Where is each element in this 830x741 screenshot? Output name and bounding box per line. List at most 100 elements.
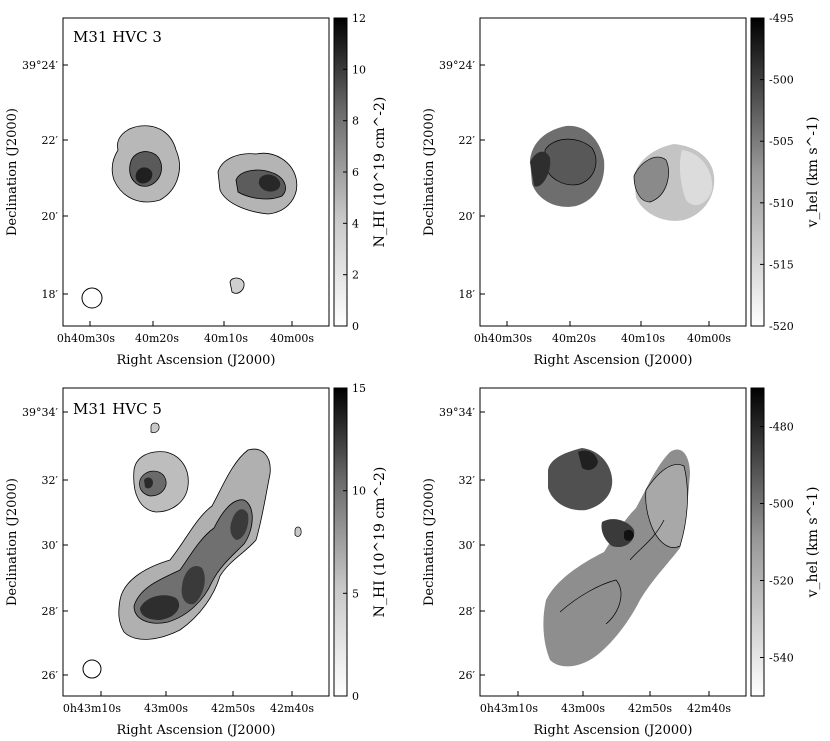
vel-knot-peak (624, 529, 634, 541)
colorbar-tick-labels: -495 -500 -505 -510 -515 -520 (769, 12, 794, 333)
cbar-tick-label: 0 (352, 690, 359, 703)
ticks-hvc5-vel (480, 411, 710, 696)
clump-tiny-right (294, 526, 302, 537)
panel-title: M31 HVC 3 (73, 28, 162, 46)
x-tick-label: 40m20s (135, 332, 179, 345)
frame-hvc5-vel (479, 387, 747, 697)
filament-core-south (140, 595, 180, 620)
x-tick-label: 0h43m10s (63, 702, 122, 715)
panel-title: M31 HVC 5 (73, 400, 162, 418)
x-tick-label: 43m00s (144, 702, 188, 715)
y-tick-label: 32′ (42, 474, 59, 487)
nhi-map-hvc5 (82, 422, 302, 679)
cbar-tick-label: -495 (769, 12, 794, 25)
vel-map-hvc3 (530, 125, 715, 221)
ticks-hvc5-nhi (63, 411, 293, 696)
vel-map-hvc5 (543, 448, 690, 667)
x-tick-labels: 0h43m10s 43m00s 42m50s 42m40s (63, 702, 314, 715)
x-tick-label: 42m40s (687, 702, 731, 715)
vel-contour-south (559, 579, 622, 625)
x-axis-title: Right Ascension (J2000) (533, 723, 692, 738)
x-tick-label: 40m20s (552, 332, 596, 345)
x-tick-labels: 0h43m10s 43m00s 42m50s 42m40s (480, 702, 731, 715)
cbar-tick-label: 15 (352, 382, 366, 395)
y-tick-labels: 39°34′ 32′ 30′ 28′ 26′ (22, 406, 58, 682)
vel-clump-west-right (679, 150, 713, 205)
colorbar-label: N_HI (10^19 cm^-2) (372, 467, 388, 618)
x-tick-label: 43m00s (561, 702, 605, 715)
cbar-tick-label: 10 (352, 63, 366, 76)
vel-contour-mid (629, 519, 665, 561)
colorbar-hvc3-vel (750, 17, 765, 327)
vel-clump-east-inner (544, 138, 597, 186)
frame-hvc3-nhi (62, 17, 330, 327)
y-tick-label: 20′ (42, 210, 59, 223)
clump-small-hvc3 (229, 277, 245, 294)
colorbar-label: v_hel (km s^-1) (805, 117, 821, 229)
x-tick-label: 40m00s (270, 332, 314, 345)
y-axis-title: Declination (J2000) (422, 478, 437, 606)
nhi-map-hvc3 (81, 125, 298, 309)
y-axis-title: Declination (J2000) (422, 108, 437, 236)
x-tick-label: 40m00s (687, 332, 731, 345)
y-axis-title: Declination (J2000) (5, 108, 20, 236)
y-axis-title: Declination (J2000) (5, 478, 20, 606)
panel-hvc5-nhi: M31 HVC 5 0h43m10s 43m00s 42m50s 42m40s … (5, 382, 388, 738)
x-tick-label: 0h40m30s (57, 332, 116, 345)
colorbar-tick-labels: -480 -500 -520 -540 (769, 421, 794, 665)
y-tick-label: 18′ (42, 288, 59, 301)
cbar-tick-label: 5 (352, 587, 359, 600)
x-tick-label: 0h43m10s (480, 702, 539, 715)
y-tick-label: 18′ (459, 288, 476, 301)
cbar-tick-label: 0 (352, 320, 359, 333)
filament-inner (133, 499, 253, 624)
cbar-tick-label: -510 (769, 197, 794, 210)
filament-core-mid (181, 566, 205, 605)
y-tick-label: 22′ (459, 134, 476, 147)
cbar-tick-label: 6 (352, 166, 359, 179)
x-tick-label: 42m40s (270, 702, 314, 715)
cbar-tick-label: -505 (769, 135, 794, 148)
y-tick-label: 39°24′ (22, 59, 58, 72)
y-tick-labels: 39°24′ 22′ 20′ 18′ (439, 59, 475, 301)
x-tick-label: 40m10s (204, 332, 248, 345)
y-tick-label: 30′ (42, 539, 59, 552)
cbar-tick-label: -515 (769, 258, 794, 271)
x-tick-labels: 0h40m30s 40m20s 40m10s 40m00s (57, 332, 314, 345)
y-tick-labels: 39°34′ 32′ 30′ 28′ 26′ (439, 406, 475, 682)
colorbar-tick-labels: 0 2 4 6 8 10 12 (352, 12, 366, 333)
panel-hvc3-nhi: M31 HVC 3 0h40m30s 40m20s 40m10s 40m00s … (5, 12, 388, 368)
x-axis-title: Right Ascension (J2000) (533, 353, 692, 368)
ticks-hvc3-nhi (63, 64, 293, 326)
y-tick-label: 32′ (459, 474, 476, 487)
ticks-hvc3-vel (480, 64, 710, 326)
clump-tiny-top (150, 422, 160, 433)
filament-core-north (230, 509, 249, 540)
y-tick-label: 26′ (459, 669, 476, 682)
x-tick-labels: 0h40m30s 40m20s 40m10s 40m00s (474, 332, 731, 345)
clump-west-core (258, 174, 281, 192)
clump-east-core (135, 167, 153, 184)
cbar-tick-label: -520 (769, 320, 794, 333)
vel-filament-east (645, 464, 688, 548)
y-tick-label: 39°24′ (439, 59, 475, 72)
x-tick-label: 0h40m30s (474, 332, 533, 345)
cbar-tick-label: 2 (352, 269, 359, 282)
y-tick-label: 28′ (42, 605, 59, 618)
x-tick-label: 42m50s (628, 702, 672, 715)
x-tick-label: 40m10s (621, 332, 665, 345)
panel-hvc3-vel: 0h40m30s 40m20s 40m10s 40m00s 39°24′ 22′… (422, 12, 821, 368)
frame-hvc5-nhi (62, 387, 330, 697)
x-axis-title: Right Ascension (J2000) (116, 353, 275, 368)
vel-clump-west-left (633, 156, 669, 203)
colorbar-ticks (343, 17, 347, 327)
beam-circle-hvc5 (82, 659, 102, 679)
y-tick-label: 20′ (459, 210, 476, 223)
panel-hvc5-vel: 0h43m10s 43m00s 42m50s 42m40s 39°34′ 32′… (422, 387, 821, 738)
y-tick-label: 28′ (459, 605, 476, 618)
colorbar-hvc5-vel (750, 387, 765, 697)
y-tick-label: 22′ (42, 134, 59, 147)
vel-clump-north-dark (578, 450, 598, 470)
y-tick-label: 30′ (459, 539, 476, 552)
